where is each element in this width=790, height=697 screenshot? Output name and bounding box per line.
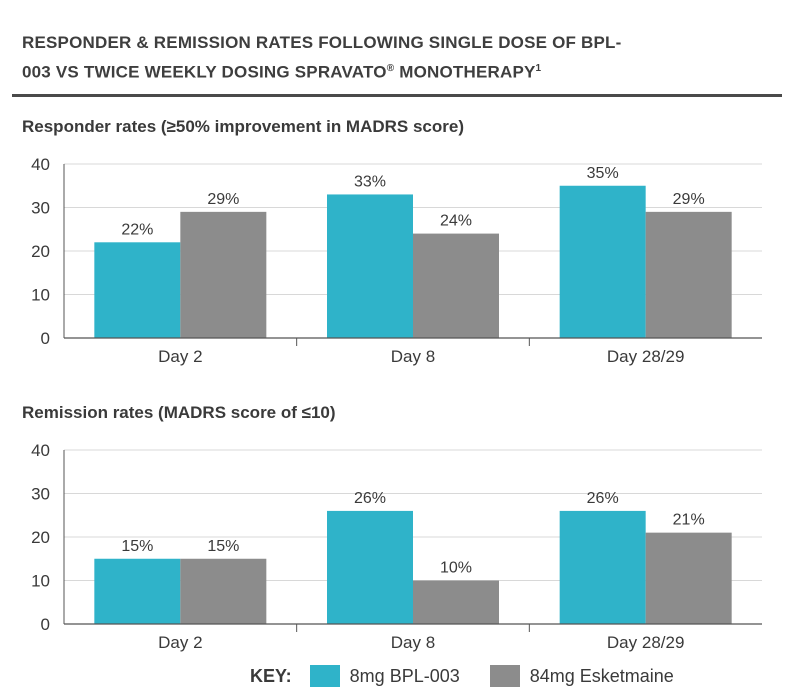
remission-bar-esketamine	[645, 532, 732, 624]
remission-data-label: 10%	[440, 560, 472, 577]
remission-y-tick-label: 10	[31, 572, 50, 591]
title-line-2: 003 VS TWICE WEEKLY DOSING SPRAVATO	[22, 62, 387, 82]
legend-label-esketamine: 84mg Esketmaine	[529, 665, 674, 686]
remission-x-tick-label: Day 28/29	[607, 633, 685, 652]
responder-bar-esketamine	[180, 211, 267, 338]
responder-data-label: 29%	[207, 191, 239, 208]
chart-main-title: RESPONDER & REMISSION RATES FOLLOWING SI…	[22, 30, 762, 86]
title-line-1: RESPONDER & REMISSION RATES FOLLOWING SI…	[22, 33, 622, 52]
legend-swatch-bpl	[309, 665, 340, 687]
legend-item-bpl: 8mg BPL-003	[309, 665, 460, 687]
remission-bar-bpl	[559, 510, 646, 624]
responder-y-tick-label: 10	[31, 286, 50, 305]
remission-data-label: 26%	[354, 490, 386, 507]
title-footnote: 1	[535, 63, 542, 74]
responder-data-label: 29%	[673, 191, 705, 208]
remission-data-label: 21%	[673, 512, 705, 529]
legend-label-bpl: 8mg BPL-003	[349, 665, 460, 686]
responder-x-tick-label: Day 8	[391, 347, 435, 366]
remission-y-tick-label: 20	[31, 528, 50, 547]
responder-y-tick-label: 0	[41, 329, 50, 348]
remission-x-tick-label: Day 8	[391, 633, 435, 652]
responder-bar-bpl	[327, 194, 413, 338]
remission-bar-esketamine	[413, 580, 499, 624]
remission-x-tick-label: Day 2	[158, 633, 202, 652]
responder-data-label: 24%	[440, 213, 472, 230]
responder-y-tick-label: 30	[31, 199, 50, 218]
responder-data-label: 33%	[354, 173, 386, 190]
remission-chart-title: Remission rates (MADRS score of ≤10)	[22, 403, 336, 422]
responder-data-label: 35%	[587, 165, 619, 182]
registered-mark: ®	[386, 63, 395, 74]
responder-y-tick-label: 20	[31, 242, 50, 261]
responder-x-tick-label: Day 2	[158, 347, 202, 366]
remission-bar-bpl	[94, 558, 181, 624]
legend-swatch-esketamine	[489, 665, 520, 687]
title-line-2-end: MONOTHERAPY	[394, 62, 536, 82]
legend: KEY: 8mg BPL-003 84mg Esketmaine	[250, 664, 704, 688]
remission-bar-bpl	[327, 510, 413, 624]
responder-y-tick-label: 40	[31, 155, 50, 174]
remission-bar-esketamine	[180, 558, 267, 624]
remission-rates-chart: 0 10 20 30 40 15% 15% Day 2 26% 10% Day 8 26% 21% Day…	[31, 441, 762, 652]
responder-x-tick-label: Day 28/29	[607, 347, 685, 366]
remission-y-tick-label: 0	[41, 615, 50, 634]
title-divider	[12, 94, 782, 97]
responder-chart-title: Responder rates (≥50% improvement in MAD…	[22, 117, 464, 136]
remission-data-label: 26%	[587, 490, 619, 507]
remission-data-label: 15%	[207, 538, 239, 555]
responder-rates-chart: 0 10 20 30 40 22% 29% Day 2 33% 24% Day 8 35% 29% Day…	[31, 155, 762, 366]
responder-bar-bpl	[94, 242, 181, 338]
responder-bar-esketamine	[645, 211, 732, 338]
remission-y-tick-label: 30	[31, 485, 50, 504]
remission-data-label: 15%	[121, 538, 153, 555]
responder-data-label: 22%	[121, 221, 153, 238]
responder-bar-esketamine	[413, 233, 499, 338]
remission-y-tick-label: 40	[31, 441, 50, 460]
responder-bar-bpl	[559, 185, 646, 338]
legend-key-label: KEY:	[250, 665, 292, 686]
legend-item-esketamine: 84mg Esketmaine	[489, 665, 674, 687]
